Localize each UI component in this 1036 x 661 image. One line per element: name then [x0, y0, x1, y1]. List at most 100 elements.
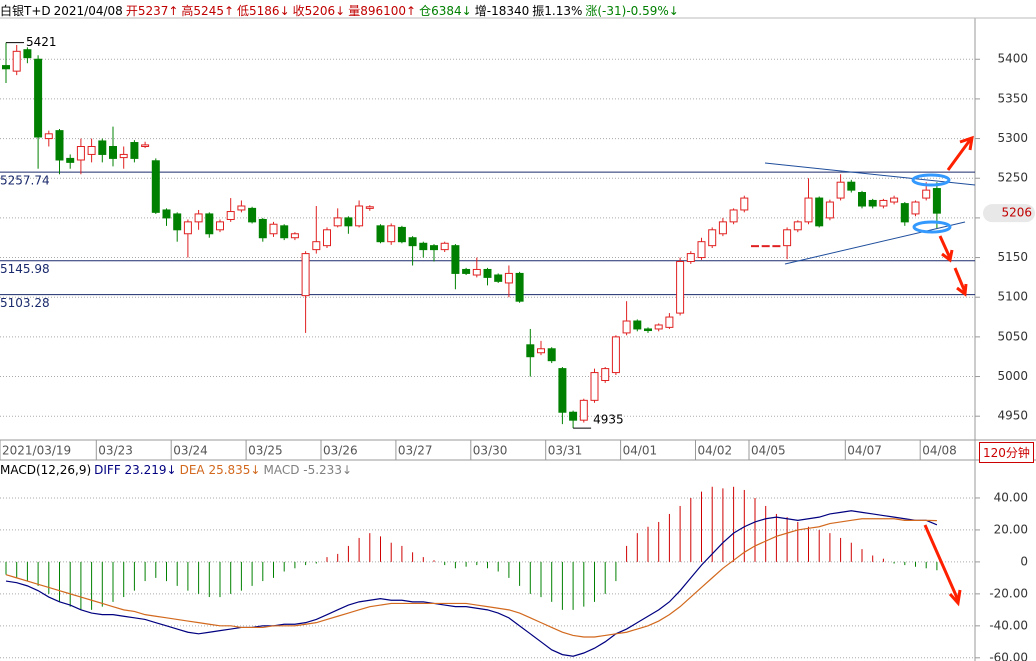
candle-body	[34, 58, 43, 138]
x-tick-label: 03/30	[473, 444, 508, 458]
x-tick-label: 03/24	[173, 444, 208, 458]
trend-line	[764, 162, 976, 186]
x-tick-label: 2021/03/19	[2, 444, 71, 458]
candle-body	[451, 245, 460, 274]
reference-label: 5103.28	[0, 296, 50, 310]
candle-body	[622, 320, 631, 334]
candle-body	[333, 217, 342, 227]
y-tick-label: -60.00	[989, 650, 1028, 661]
red-arrow	[946, 135, 974, 171]
candle-body	[590, 372, 599, 401]
y-tick-label: -40.00	[989, 618, 1028, 632]
candle-body	[365, 206, 374, 209]
candle-body	[526, 344, 535, 358]
candle-body	[205, 213, 214, 235]
candle-body	[109, 146, 117, 159]
candle-body	[654, 324, 663, 330]
x-tick-label: 03/23	[98, 444, 133, 458]
candle-body	[483, 268, 492, 278]
macd-line	[5, 510, 938, 657]
candle-body	[793, 221, 802, 231]
y-tick-label: 5000	[997, 369, 1028, 383]
candle-body	[783, 229, 792, 247]
candle-body	[686, 253, 695, 263]
candle-body	[151, 160, 160, 213]
candle-body	[269, 223, 278, 235]
red-arrow	[923, 524, 962, 607]
macd-line	[5, 518, 937, 638]
candle-body	[558, 368, 567, 413]
candle-body	[312, 241, 321, 251]
candle-body	[408, 237, 417, 247]
candle-body	[729, 209, 738, 223]
x-tick-label: 04/08	[922, 444, 957, 458]
candle-body	[258, 218, 267, 239]
candle-body	[633, 320, 642, 330]
x-tick-label: 03/27	[398, 444, 433, 458]
y-tick-label: 5300	[997, 131, 1028, 145]
candle-body	[216, 221, 224, 231]
y-tick-label: 0	[1020, 554, 1028, 568]
candle-body	[141, 144, 150, 148]
x-tick-label: 03/25	[248, 444, 283, 458]
x-tick-label: 04/05	[751, 444, 786, 458]
candle-body	[569, 411, 578, 421]
candle-body	[825, 201, 834, 219]
candle-body	[173, 213, 182, 231]
highlight-oval	[912, 220, 952, 234]
candle-body	[162, 209, 171, 219]
y-tick-label: 5350	[997, 91, 1028, 105]
candle-body	[462, 268, 471, 274]
quote-item: 增-18340	[474, 4, 530, 18]
candle-body	[911, 201, 920, 215]
period-label: 120分钟	[979, 442, 1034, 463]
candle-body	[900, 203, 909, 223]
candle-body	[537, 348, 545, 354]
candle-body	[66, 157, 75, 163]
candle-body	[676, 261, 685, 314]
low-label: 4935	[593, 413, 624, 427]
candle-body	[515, 272, 524, 302]
last-price-label: 5206	[1001, 206, 1032, 220]
candle-body	[547, 348, 556, 362]
candle-body	[344, 217, 353, 227]
candle-body	[858, 192, 866, 207]
macd-header: MACD(12,26,9) DIFF 23.219↓ DEA 25.835↓ MACD…	[0, 463, 355, 477]
candle-body	[922, 189, 931, 199]
y-tick-label: 5150	[997, 250, 1028, 264]
y-tick-label: 5250	[997, 171, 1028, 185]
candle-body	[76, 146, 85, 161]
candle-body	[226, 211, 235, 220]
candle-body	[868, 199, 877, 207]
candle-body	[2, 65, 10, 70]
quote-header: 白银T+D 2021/04/08 开5237↑ 高5245↑ 低5186↓ 收5206↓ 量…	[0, 2, 682, 19]
candle-body	[740, 197, 749, 211]
y-tick-label: -20.00	[989, 586, 1028, 600]
quote-item: 高5245↑	[181, 4, 235, 18]
candle-body	[815, 197, 824, 227]
x-tick-label: 04/01	[623, 444, 658, 458]
candle-body	[718, 221, 727, 235]
y-tick-label: 5100	[997, 290, 1028, 304]
last-price-badge	[983, 204, 1035, 223]
candle-body	[579, 399, 588, 421]
candle-body	[323, 229, 331, 247]
candle-body	[836, 181, 845, 199]
candle-body	[87, 146, 96, 155]
candle-body	[290, 233, 299, 239]
candle-body	[237, 205, 246, 211]
x-tick-label: 03/26	[323, 444, 358, 458]
candle-body	[494, 274, 503, 282]
highlight-oval	[911, 173, 951, 187]
candle-body	[772, 245, 781, 248]
quote-item: 涨(-31)-0.59%↓	[585, 4, 679, 18]
candle-body	[708, 229, 717, 247]
candle-body	[804, 197, 813, 223]
indicator-item: DIFF 23.219↓	[94, 463, 177, 477]
quote-item: 低5186↓	[237, 4, 290, 18]
y-tick-label: 40.00	[994, 490, 1028, 504]
y-tick-label: 4950	[997, 409, 1028, 423]
